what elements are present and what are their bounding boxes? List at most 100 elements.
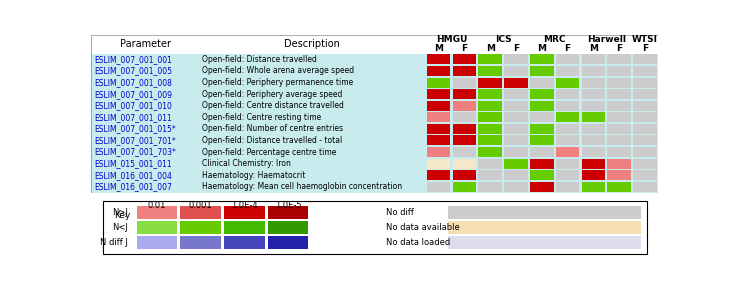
Bar xyxy=(530,170,553,180)
Bar xyxy=(504,170,528,180)
Text: ESLIM_007_001_010: ESLIM_007_001_010 xyxy=(94,101,172,110)
Bar xyxy=(224,221,265,234)
Bar xyxy=(452,182,476,192)
Bar xyxy=(91,65,658,77)
Text: Key: Key xyxy=(114,211,130,220)
Bar xyxy=(633,66,656,76)
Text: 0.001: 0.001 xyxy=(189,201,213,210)
Bar xyxy=(556,66,580,76)
Text: ESLIM_016_001_004: ESLIM_016_001_004 xyxy=(94,171,172,180)
Bar xyxy=(633,182,656,192)
Bar xyxy=(530,182,553,192)
Bar xyxy=(582,147,605,157)
Text: Clinical Chemistry: Iron: Clinical Chemistry: Iron xyxy=(202,159,291,168)
Text: Open-field: Percentage centre time: Open-field: Percentage centre time xyxy=(202,148,336,157)
Bar xyxy=(504,66,528,76)
Bar xyxy=(556,170,580,180)
Bar xyxy=(504,159,528,168)
Bar xyxy=(427,112,450,122)
Bar xyxy=(607,66,631,76)
Text: ESLIM_007_001_703*: ESLIM_007_001_703* xyxy=(94,148,176,157)
Text: Open-field: Periphery average speed: Open-field: Periphery average speed xyxy=(202,90,342,99)
Text: Open-field: Distance travelled: Open-field: Distance travelled xyxy=(202,55,317,64)
Text: M: M xyxy=(589,45,598,53)
Bar xyxy=(478,77,502,88)
Bar xyxy=(452,89,476,99)
Bar xyxy=(478,182,502,192)
Bar xyxy=(607,101,631,111)
Bar xyxy=(633,54,656,64)
Text: Haematology: Mean cell haemoglobin concentration: Haematology: Mean cell haemoglobin conce… xyxy=(202,182,402,191)
Bar xyxy=(607,124,631,134)
Bar xyxy=(268,236,308,249)
Bar xyxy=(633,170,656,180)
Bar xyxy=(530,54,553,64)
Text: N<J: N<J xyxy=(113,223,128,232)
Text: Description: Description xyxy=(284,39,340,49)
Text: Open-field: Number of centre entries: Open-field: Number of centre entries xyxy=(202,124,343,134)
Bar xyxy=(91,77,658,88)
Text: Open-field: Periphery permanence time: Open-field: Periphery permanence time xyxy=(202,78,353,87)
Bar xyxy=(582,136,605,145)
Bar xyxy=(504,136,528,145)
Text: ESLIM_007_001_701*: ESLIM_007_001_701* xyxy=(94,136,176,145)
Text: WTSI: WTSI xyxy=(632,35,658,44)
Bar xyxy=(427,66,450,76)
Bar xyxy=(478,66,502,76)
Bar xyxy=(607,54,631,64)
Bar xyxy=(530,112,553,122)
Bar xyxy=(607,112,631,122)
Bar xyxy=(448,221,641,234)
Text: F: F xyxy=(642,45,648,53)
Bar xyxy=(452,77,476,88)
Bar xyxy=(224,236,265,249)
Bar xyxy=(530,77,553,88)
Bar xyxy=(530,136,553,145)
Bar xyxy=(181,236,221,249)
Bar xyxy=(607,147,631,157)
Bar xyxy=(427,147,450,157)
Bar xyxy=(91,100,658,112)
Text: F: F xyxy=(461,45,467,53)
Bar xyxy=(91,135,658,146)
Text: ESLIM_007_001_011: ESLIM_007_001_011 xyxy=(94,113,172,122)
Bar xyxy=(556,124,580,134)
Bar xyxy=(478,170,502,180)
Bar xyxy=(633,136,656,145)
Bar xyxy=(91,35,658,54)
Text: F: F xyxy=(513,45,519,53)
Bar xyxy=(607,136,631,145)
Text: ESLIM_015_001_011: ESLIM_015_001_011 xyxy=(94,159,172,168)
Bar xyxy=(137,221,178,234)
Bar xyxy=(633,147,656,157)
Text: Harwell: Harwell xyxy=(587,35,626,44)
Bar xyxy=(607,159,631,168)
Bar xyxy=(530,159,553,168)
Bar xyxy=(556,101,580,111)
Text: No diff: No diff xyxy=(386,208,414,217)
Bar xyxy=(91,88,658,100)
Bar xyxy=(91,112,658,123)
Bar xyxy=(633,89,656,99)
Bar xyxy=(478,124,502,134)
Bar xyxy=(582,182,605,192)
Bar xyxy=(478,101,502,111)
Bar xyxy=(633,124,656,134)
Bar xyxy=(91,123,658,135)
Bar xyxy=(530,66,553,76)
Bar xyxy=(530,89,553,99)
Text: ESLIM_007_001_005: ESLIM_007_001_005 xyxy=(94,66,173,75)
FancyBboxPatch shape xyxy=(102,201,646,254)
Text: M: M xyxy=(434,45,443,53)
Bar xyxy=(633,112,656,122)
Bar xyxy=(224,206,265,219)
Bar xyxy=(633,77,656,88)
Bar xyxy=(582,54,605,64)
Bar xyxy=(582,159,605,168)
Bar xyxy=(91,146,658,158)
Bar xyxy=(427,77,450,88)
Bar xyxy=(268,221,308,234)
Bar xyxy=(268,206,308,219)
Bar xyxy=(504,124,528,134)
Bar xyxy=(478,147,502,157)
